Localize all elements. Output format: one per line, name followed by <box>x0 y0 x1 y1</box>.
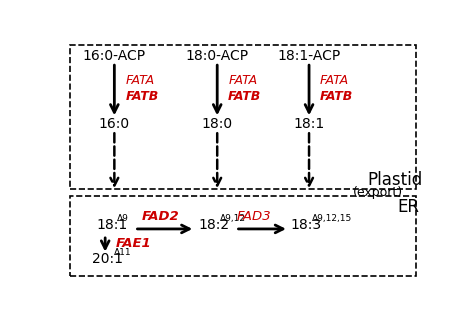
Text: FATB: FATB <box>320 90 353 103</box>
Text: 18:1: 18:1 <box>293 117 325 131</box>
Text: FATA: FATA <box>320 74 349 87</box>
Text: FATB: FATB <box>228 90 262 103</box>
Text: 18:3: 18:3 <box>291 218 322 232</box>
Text: (export): (export) <box>353 186 403 199</box>
Text: 18:0-ACP: 18:0-ACP <box>186 49 249 63</box>
Text: FATA: FATA <box>228 74 257 87</box>
Text: Δ11: Δ11 <box>114 248 131 257</box>
Text: Δ9,12,15: Δ9,12,15 <box>312 214 352 223</box>
Text: FAE1: FAE1 <box>116 237 152 250</box>
Text: Δ9: Δ9 <box>117 214 129 223</box>
Text: FATA: FATA <box>125 74 155 87</box>
Text: ER: ER <box>397 198 419 216</box>
Text: 18:2: 18:2 <box>199 218 230 232</box>
Text: 18:0: 18:0 <box>201 117 233 131</box>
Text: Plastid: Plastid <box>368 171 423 189</box>
Text: FAD3: FAD3 <box>237 210 271 223</box>
Text: FATB: FATB <box>125 90 159 103</box>
Text: 18:1-ACP: 18:1-ACP <box>277 49 341 63</box>
Text: 16:0-ACP: 16:0-ACP <box>83 49 146 63</box>
Text: 16:0: 16:0 <box>99 117 130 131</box>
Text: FAD2: FAD2 <box>141 210 179 223</box>
Text: 20:1: 20:1 <box>92 252 123 266</box>
Text: Δ9,12: Δ9,12 <box>220 214 246 223</box>
Text: 18:1: 18:1 <box>96 218 127 232</box>
